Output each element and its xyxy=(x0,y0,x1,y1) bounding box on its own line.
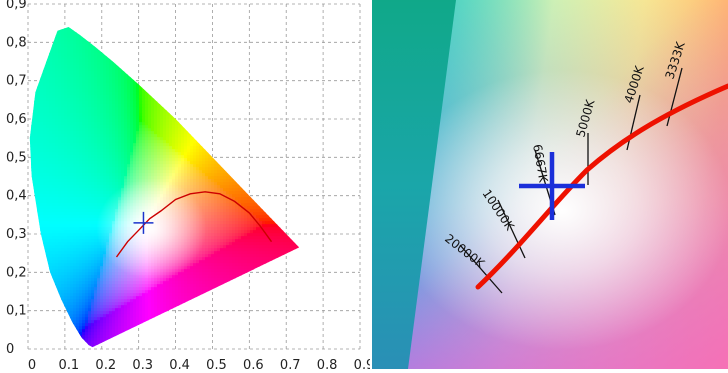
y-tick-label: 0,4 xyxy=(6,189,27,204)
x-tick-label: 0,3 xyxy=(132,358,153,369)
x-tick-label: 0,5 xyxy=(206,358,227,369)
y-tick-label: 0,7 xyxy=(6,74,27,89)
y-tick-label: 0,3 xyxy=(6,227,27,242)
x-tick-label: 0 xyxy=(28,358,36,369)
y-tick-label: 0,2 xyxy=(6,265,27,280)
y-tick-label: 0,5 xyxy=(6,150,27,165)
y-tick-label: 0,8 xyxy=(6,35,27,50)
y-tick-label: 0,1 xyxy=(6,304,27,319)
x-tick-label: 0,1 xyxy=(59,358,80,369)
x-tick-label: 0,7 xyxy=(280,358,301,369)
chromaticity-chart: 0 0,1 0,2 0,3 0,4 0,5 0,6 0,7 0,8 0,9 0 0,1 0,2 0,3 0… xyxy=(0,0,370,369)
y-tick-label: 0 xyxy=(6,342,14,357)
chromaticity-chart-svg: 0 0,1 0,2 0,3 0,4 0,5 0,6 0,7 0,8 0,9 0 0,1 0,2 0,3 0… xyxy=(0,0,370,369)
x-tick-label: 0,9 xyxy=(354,358,370,369)
x-tick-label: 0,8 xyxy=(317,358,338,369)
x-tick-label: 0,2 xyxy=(95,358,116,369)
y-tick-label: 0,9 xyxy=(6,0,27,12)
x-tick-label: 0,4 xyxy=(169,358,190,369)
x-tick-label: 0,6 xyxy=(243,358,264,369)
y-tick-label: 0,6 xyxy=(6,112,27,127)
